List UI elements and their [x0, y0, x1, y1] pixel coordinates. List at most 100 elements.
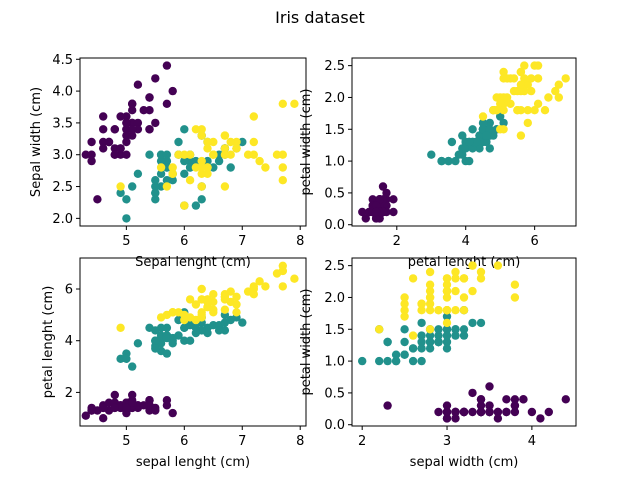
data-point [191, 201, 201, 210]
data-point [561, 74, 570, 83]
data-point [151, 118, 160, 128]
data-point [139, 106, 148, 115]
subplot-petal-length-vs-petal-width: 2 4 6 0.0 0.5 1.0 1.5 2.0 2.5 petal lenght (cm)… [299, 57, 577, 270]
data-point [220, 292, 230, 301]
data-point [544, 407, 553, 417]
data-point [232, 144, 241, 153]
data-point [220, 144, 230, 153]
data-point [197, 195, 206, 204]
data-point [116, 323, 125, 332]
data-point [290, 274, 299, 283]
data-point [151, 336, 160, 345]
x-axis-label: petal lenght (cm) [408, 255, 521, 270]
y-tick-label: 3.5 [52, 116, 73, 131]
data-point [478, 125, 488, 134]
y-tick-label: 2.0 [324, 291, 345, 306]
y-axis-label: petal lenght (cm) [41, 286, 56, 399]
figure-title: Iris dataset [275, 8, 365, 27]
data-point [482, 131, 491, 140]
y-tick-label: 2.5 [324, 259, 345, 274]
data-point [162, 176, 172, 185]
data-point [408, 344, 418, 353]
data-point [168, 163, 177, 172]
data-point [104, 398, 114, 407]
data-point [476, 267, 486, 277]
data-point [454, 150, 463, 159]
data-point [220, 305, 230, 314]
data-point [383, 401, 392, 410]
data-point [519, 395, 528, 404]
data-point [122, 112, 131, 121]
data-point [209, 321, 218, 330]
data-point [417, 318, 426, 328]
data-point [400, 299, 409, 308]
data-point [499, 125, 508, 134]
data-point [128, 182, 137, 191]
data-point [527, 86, 536, 96]
data-point [122, 131, 131, 140]
data-point [465, 156, 474, 166]
data-point [133, 169, 143, 178]
data-point [81, 411, 91, 420]
data-point [389, 195, 398, 204]
y-ticks: 2 4 6 [65, 283, 80, 401]
data-point [499, 106, 508, 115]
data-point [475, 144, 484, 153]
data-point [447, 137, 457, 147]
data-point [451, 331, 460, 340]
data-point [383, 356, 392, 366]
data-point [451, 306, 460, 315]
data-point [389, 207, 398, 217]
data-point [434, 331, 443, 340]
data-point [116, 144, 125, 153]
data-point [451, 274, 460, 283]
y-tick-label: 1.5 [324, 123, 345, 138]
data-point [509, 74, 519, 83]
data-point [197, 163, 206, 172]
data-point [145, 125, 154, 134]
data-point [400, 293, 409, 302]
data-point [168, 169, 177, 178]
points-layer [358, 261, 570, 423]
y-tick-label: 0.0 [324, 418, 345, 433]
x-tick-label: 3 [443, 434, 451, 449]
data-point [468, 318, 477, 328]
data-point [513, 106, 522, 115]
data-point [145, 106, 154, 115]
data-point [191, 300, 201, 309]
data-point [197, 182, 206, 191]
data-point [489, 106, 498, 115]
data-point [485, 144, 494, 153]
y-axis-label: Sepal width (cm) [29, 87, 44, 197]
data-point [156, 313, 166, 322]
data-point [220, 326, 230, 335]
x-axis-label: sepal lenght (cm) [136, 455, 250, 470]
data-point [476, 395, 486, 404]
data-point [361, 214, 370, 223]
data-point [417, 306, 426, 315]
data-point [99, 403, 108, 413]
data-point [220, 150, 230, 159]
x-tick-label: 7 [238, 234, 246, 249]
data-point [536, 414, 545, 423]
data-point [226, 150, 235, 159]
data-point [554, 80, 563, 89]
data-point [442, 274, 452, 283]
data-point [442, 337, 452, 347]
data-point [442, 306, 452, 315]
y-axis-label: petal width (cm) [299, 89, 314, 196]
data-point [425, 293, 435, 302]
data-point [451, 414, 460, 423]
x-tick-label: 8 [296, 434, 304, 449]
data-point [272, 150, 282, 159]
data-point [459, 274, 469, 283]
data-point [156, 182, 166, 191]
data-point [99, 137, 108, 147]
data-point [520, 61, 529, 70]
data-point [502, 395, 511, 404]
data-point [442, 318, 452, 328]
axes-frame [351, 57, 577, 227]
data-point [458, 131, 467, 140]
data-point [203, 144, 212, 153]
data-point [174, 315, 183, 325]
